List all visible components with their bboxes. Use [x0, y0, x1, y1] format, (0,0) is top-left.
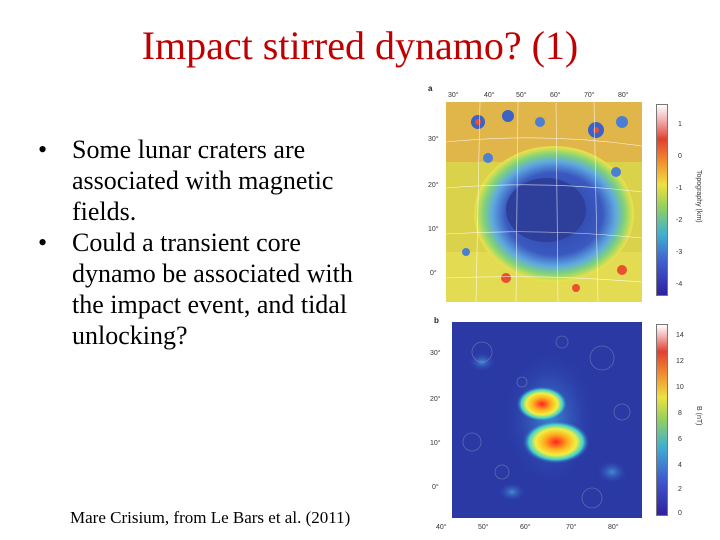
- lon-tick: 80°: [608, 524, 619, 531]
- lon-tick: 60°: [550, 92, 561, 99]
- lon-tick: 40°: [436, 524, 447, 531]
- panel-b-label: b: [434, 316, 439, 325]
- bullet-marker: •: [38, 135, 48, 164]
- colorbar-label: Topography (km): [695, 170, 702, 223]
- magnetic-field-map-image: [452, 322, 642, 518]
- lat-tick: 20°: [428, 182, 439, 189]
- lat-tick: 10°: [428, 226, 439, 233]
- colorbar-tick: 14: [676, 332, 684, 339]
- colorbar-tick: 0: [678, 510, 682, 517]
- magnetic-field-map: [452, 322, 642, 518]
- lat-tick: 0°: [430, 270, 437, 277]
- colorbar-tick: 8: [678, 410, 682, 417]
- panel-a-label: a: [428, 84, 433, 93]
- bullet-text: Could a transient core dynamo be associa…: [72, 228, 353, 350]
- topography-map-image: [446, 102, 642, 302]
- bullet-marker: •: [38, 228, 48, 257]
- slide-title: Impact stirred dynamo? (1): [141, 23, 579, 68]
- bullet-item: • Some lunar craters are associated with…: [38, 134, 378, 227]
- lat-tick: 20°: [430, 396, 441, 403]
- colorbar-tick: -1: [676, 185, 683, 192]
- lon-tick: 50°: [516, 92, 527, 99]
- lat-tick: 10°: [430, 440, 441, 447]
- colorbar-tick: 1: [678, 121, 682, 128]
- bullet-list: • Some lunar craters are associated with…: [38, 134, 378, 351]
- lon-tick: 60°: [520, 524, 531, 531]
- lat-tick: 0°: [432, 484, 439, 491]
- lat-tick: 30°: [428, 136, 439, 143]
- lon-tick: 70°: [566, 524, 577, 531]
- lat-tick: 30°: [430, 350, 441, 357]
- colorbar-tick: 6: [678, 436, 682, 443]
- topography-colorbar: [656, 104, 668, 296]
- bullet-text: Some lunar craters are associated with m…: [72, 135, 334, 226]
- colorbar-tick: 12: [676, 358, 684, 365]
- topography-map: [446, 102, 642, 302]
- colorbar-tick: -3: [676, 249, 683, 256]
- colorbar-label: B (nT): [695, 406, 702, 426]
- lon-tick: 50°: [478, 524, 489, 531]
- lon-tick: 80°: [618, 92, 629, 99]
- lon-tick: 40°: [484, 92, 495, 99]
- lon-tick: 30°: [448, 92, 459, 99]
- colorbar-tick: 0: [678, 153, 682, 160]
- figure-caption: Mare Crisium, from Le Bars et al. (2011): [70, 508, 351, 527]
- crisium-figure: a 30° 40° 50° 60° 70° 80° 30° 20° 10° 0°: [420, 78, 720, 538]
- colorbar-tick: 10: [676, 384, 684, 391]
- magnetic-colorbar: [656, 324, 668, 516]
- colorbar-tick: 2: [678, 486, 682, 493]
- colorbar-tick: 4: [678, 462, 682, 469]
- colorbar-tick: -4: [676, 281, 683, 288]
- lon-tick: 70°: [584, 92, 595, 99]
- colorbar-tick: -2: [676, 217, 683, 224]
- bullet-item: • Could a transient core dynamo be assoc…: [38, 227, 378, 351]
